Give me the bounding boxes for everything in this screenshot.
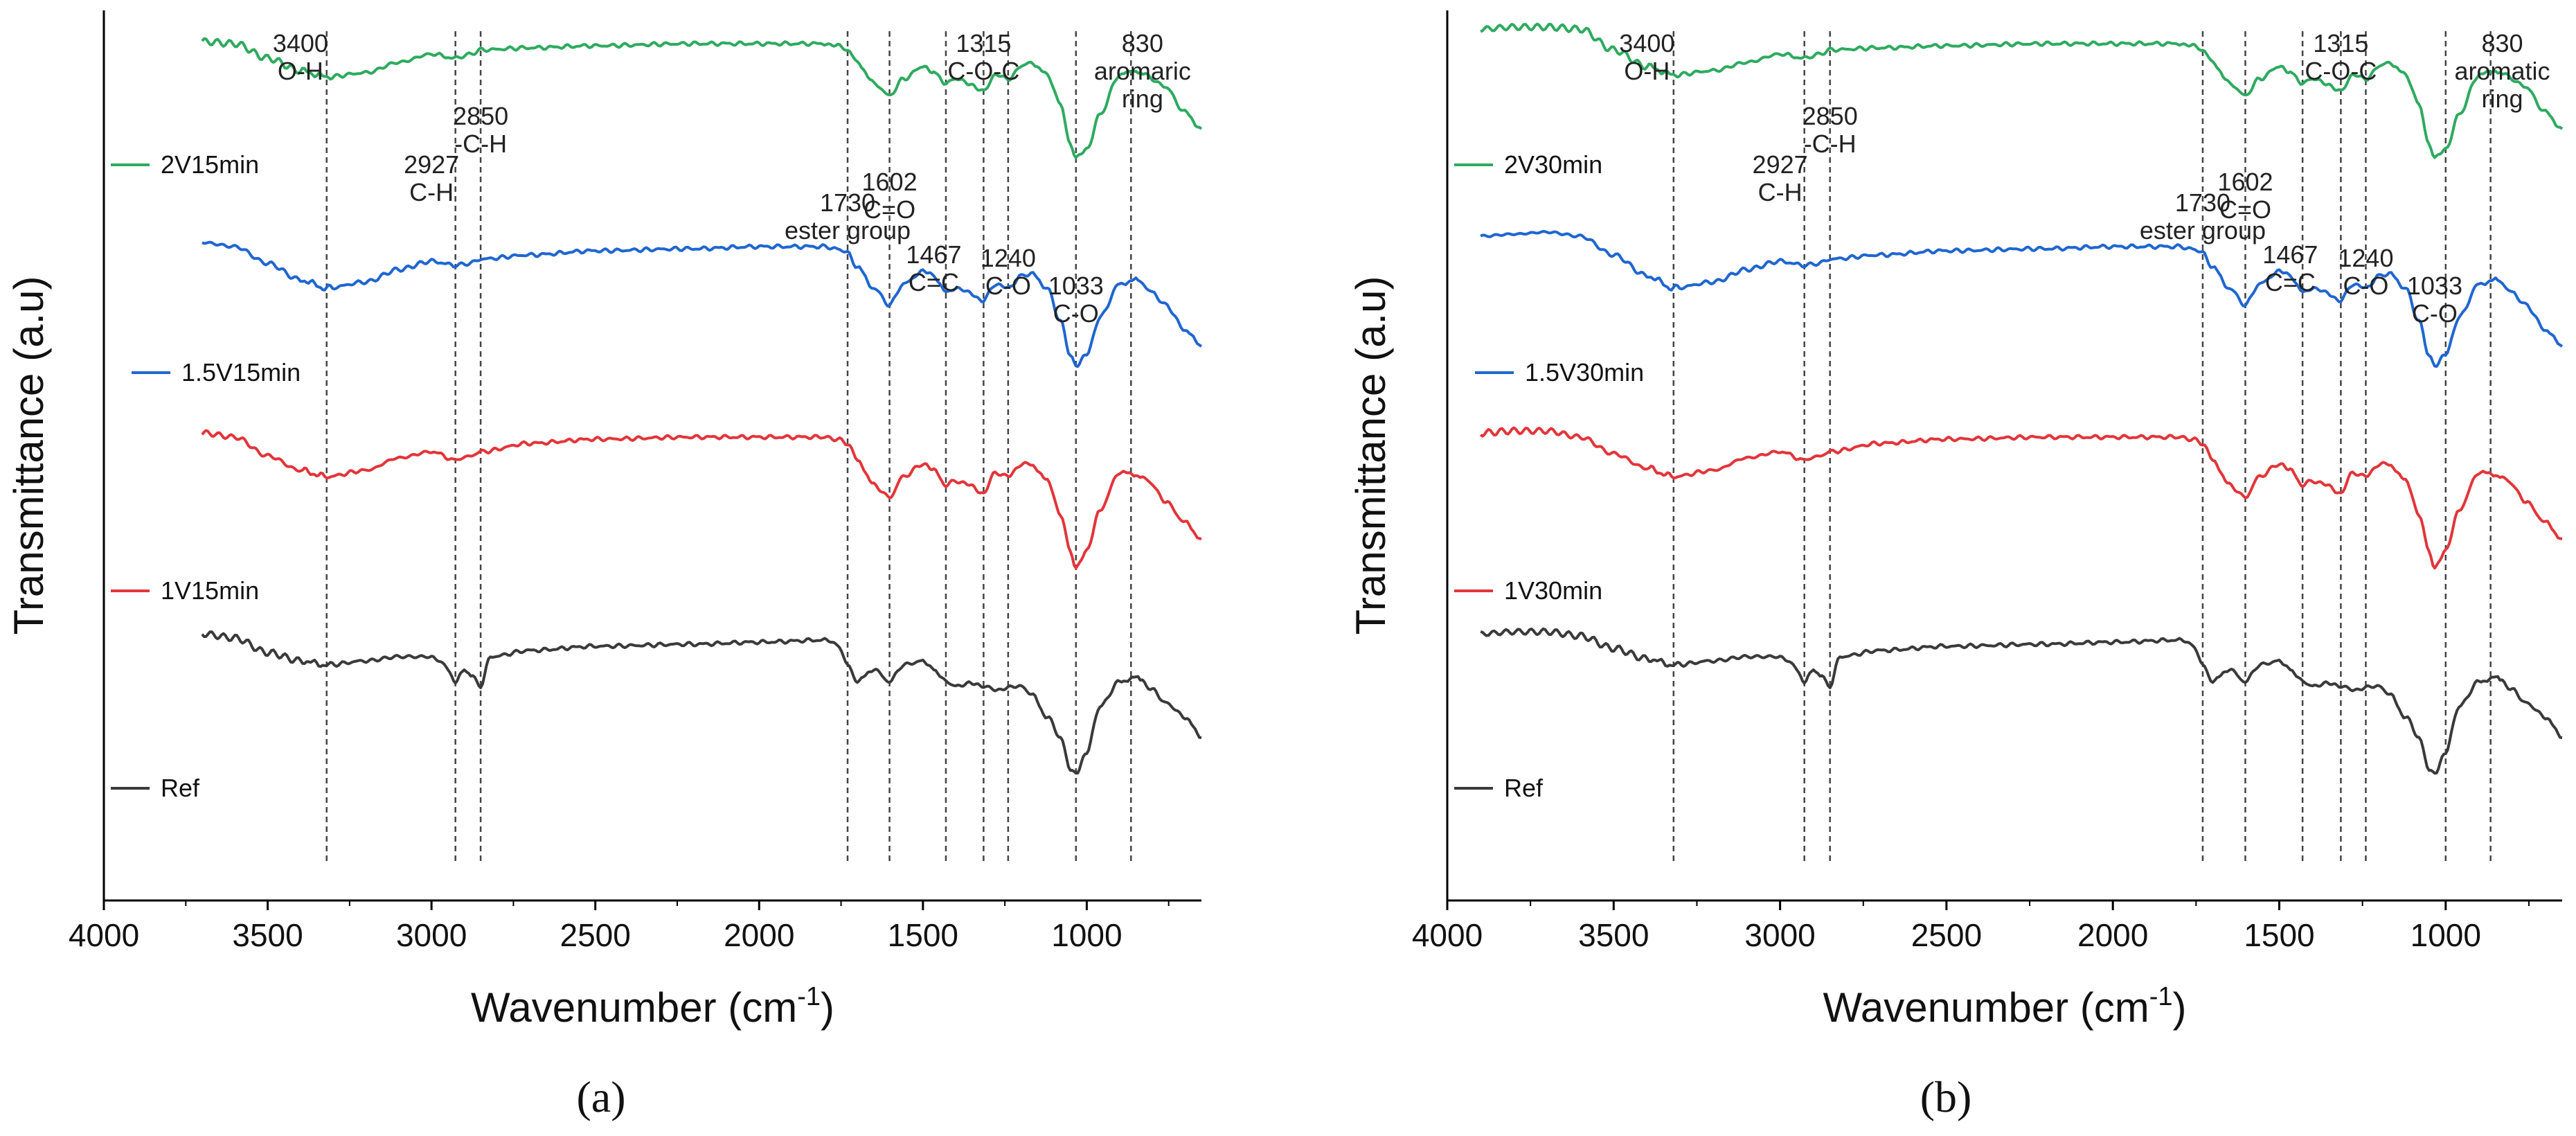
legend-label: 1.5V30min (1525, 358, 1644, 387)
series-line-2V30min (1480, 22, 2564, 159)
peak-annotation: 1033 C-O (1048, 272, 1104, 328)
peak-annotation: 830 aromaric ring (1094, 29, 1191, 113)
x-tick-label: 2500 (560, 917, 631, 953)
x-tick-label: 4000 (69, 917, 139, 953)
x-tick-label: 4000 (1412, 917, 1483, 953)
x-tick-label: 2000 (2077, 917, 2148, 953)
peak-annotation: 2850 -C-H (1803, 102, 1858, 158)
panel-a: (a) 4000 3500 3000 2500 2000 1500 1000 Wavenumb… (6, 10, 1203, 1121)
series-line-1.5V30min (1480, 230, 2564, 369)
peak-annotation: 1730 ester group (2140, 188, 2266, 245)
legend-label: 2V30min (1504, 150, 1602, 179)
panel-label-b: (b) (1920, 1072, 1972, 1121)
legend-label: Ref (1504, 774, 1544, 802)
legend-label: 2V15min (161, 150, 259, 179)
x-tick-label: 1500 (2244, 917, 2314, 953)
series-line-1.5V15min (202, 240, 1203, 369)
series-line-2V15min (201, 37, 1203, 159)
peak-annotation: 2850 -C-H (453, 102, 508, 158)
legend-label: Ref (161, 774, 200, 802)
peak-annotation: 1033 C-O (2407, 272, 2462, 328)
peak-annotation: 3400 O-H (1619, 29, 1674, 85)
x-tick-label: 1000 (2410, 917, 2481, 953)
x-tick-label: 2000 (724, 917, 794, 953)
peak-annotation: 1315 C-O-C (2305, 29, 2377, 85)
x-tick-label: 3500 (232, 917, 303, 953)
x-tick-label: 3500 (1578, 917, 1649, 953)
series-line-1V15min (201, 429, 1202, 570)
peak-annotation: 830 aromatic ring (2454, 29, 2550, 113)
peak-annotation: 2927 C-H (1753, 150, 1808, 206)
x-tick-label: 1500 (888, 917, 958, 953)
panel-label-a: (a) (576, 1072, 625, 1121)
peak-annotation: 1467 C=C (906, 240, 961, 296)
y-axis-title: Transmittance (a.u) (6, 276, 52, 635)
legend-label: 1V30min (1504, 576, 1602, 605)
legend-label: 1V15min (161, 576, 259, 605)
y-axis-title: Transmittance (a.u) (1348, 276, 1394, 635)
series-line-Ref (1480, 627, 2563, 775)
peak-annotation: 3400 O-H (273, 29, 328, 85)
peak-annotation: 1240 C-O (2338, 244, 2393, 300)
x-tick-label: 1000 (1051, 917, 1122, 953)
peak-annotation: 1315 C-O-C (947, 29, 1019, 85)
x-tick-label: 3000 (396, 917, 467, 953)
x-tick-label: 3000 (1744, 917, 1815, 953)
peak-annotation: 1730 ester group (785, 188, 911, 245)
x-tick-label: 2500 (1911, 917, 1982, 953)
x-axis-title: Wavenumber (cm-1) (1823, 982, 2187, 1031)
panel-b: (b) 4000 3500 3000 2500 2000 1500 1000 Wavenumb… (1348, 10, 2564, 1121)
series-line-1V30min (1479, 426, 2563, 570)
peak-annotation: 1240 C-O (981, 244, 1036, 300)
peak-annotation: 1467 C=C (2262, 240, 2318, 296)
peak-annotation: 2927 C-H (404, 150, 459, 206)
peak-annotation: 1602 C=O (2217, 168, 2273, 224)
series-line-Ref (201, 630, 1202, 775)
legend-label: 1.5V15min (181, 358, 301, 387)
x-axis-title: Wavenumber (cm-1) (471, 982, 834, 1031)
peak-annotation: 1602 C=O (862, 168, 918, 224)
